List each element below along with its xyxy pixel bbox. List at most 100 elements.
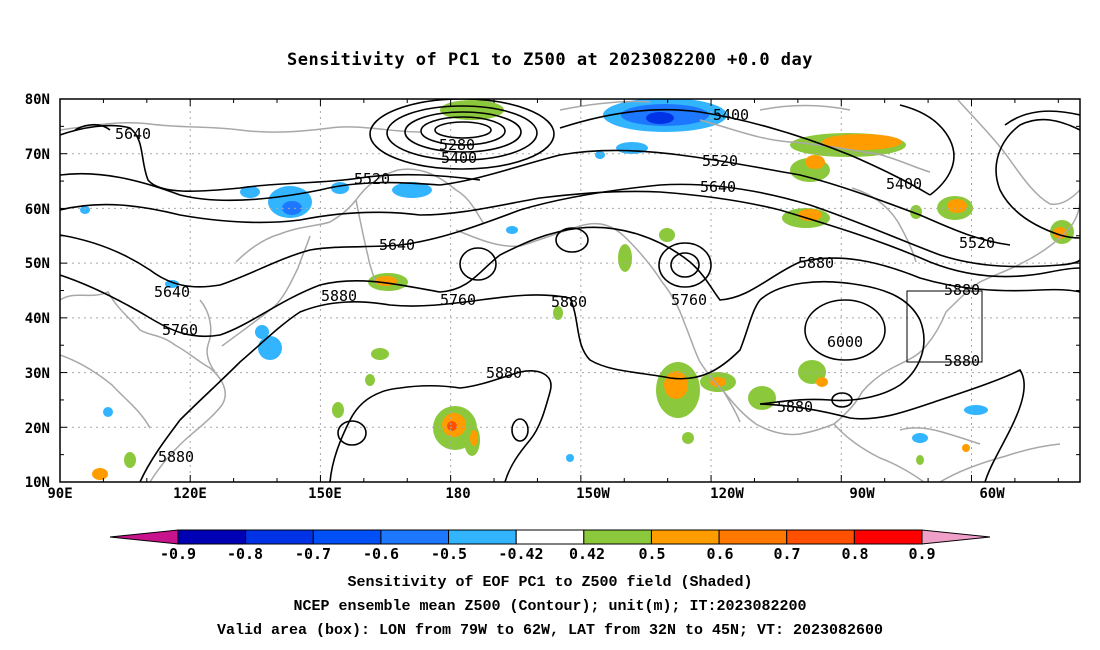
contour-line [139, 280, 925, 482]
shade-patch [447, 421, 457, 431]
coastline-north-america-east [945, 199, 1080, 313]
colorbar-swatch [786, 529, 855, 545]
shade-patch [566, 454, 574, 462]
shade-patch [470, 430, 478, 446]
colorbar-label: 0.5 [638, 545, 665, 563]
negative-sensitivity-patches [80, 99, 988, 462]
coastline-central-america [833, 423, 925, 482]
contour-label: 5520 [702, 152, 738, 170]
colorbar-swatch [245, 529, 314, 545]
colorbar-swatch [718, 529, 788, 545]
lon-tick-label: 180 [445, 486, 470, 502]
contour-label: 5760 [440, 291, 476, 309]
contour-line [459, 247, 497, 281]
colorbar-swatch [380, 529, 450, 545]
contour-line [899, 104, 955, 196]
shade-patch [664, 371, 688, 399]
figure-title: Sensitivity of PC1 to Z500 at 2023082200… [286, 50, 813, 70]
contour-line [559, 108, 931, 196]
longitude-axis: 90E 120E 150E 180 150W 120W 90W 60W [47, 486, 1005, 502]
contour-line [404, 111, 522, 153]
colorbar-label: 0.9 [908, 545, 935, 563]
contour-line [995, 118, 1080, 239]
shade-patch [165, 280, 179, 288]
contour-line [434, 121, 492, 139]
shade-patch [255, 325, 269, 339]
shade-patch [682, 432, 694, 444]
contour-line [420, 116, 506, 146]
contour-label: 5880 [158, 448, 194, 466]
contour-label: 5280 [439, 136, 475, 154]
shade-patch [506, 226, 518, 234]
valid-area-box [906, 290, 983, 363]
contour-line [511, 418, 529, 442]
colorbar-swatch [515, 529, 585, 545]
contour-line [74, 123, 111, 131]
shade-patch [124, 452, 136, 468]
colorbar-segments [109, 529, 991, 545]
shade-patch [962, 444, 970, 452]
shade-patch [392, 182, 432, 198]
contour-label: 5400 [441, 149, 477, 167]
coastline-south-america [939, 443, 1061, 482]
lat-tick-label: 20N [25, 421, 50, 437]
shade-patch [748, 386, 776, 410]
shade-patch [440, 100, 504, 120]
colorbar-label: 0.6 [706, 545, 733, 563]
coastline-sakhalin-okhotsk [235, 168, 485, 263]
contour-label: 5880 [944, 281, 980, 299]
coastline-greenland [957, 99, 1080, 206]
coastline-baja-california [723, 391, 741, 423]
contour-label: 5640 [379, 236, 415, 254]
lat-tick-label: 10N [25, 475, 50, 491]
shade-patch [710, 377, 726, 387]
shade-patch [912, 433, 928, 443]
colorbar-high-extension [921, 529, 991, 545]
shade-patch [103, 407, 113, 417]
colorbar-label: -0.7 [295, 545, 331, 563]
colorbar-swatch [650, 529, 720, 545]
caption-line-3: Valid area (box): LON from 79W to 62W, L… [216, 622, 884, 639]
shade-patch [816, 377, 828, 387]
shade-patch [240, 186, 260, 198]
shade-patch [805, 155, 825, 169]
contour-label: 5640 [115, 125, 151, 143]
contour-line [759, 368, 1025, 482]
colorbar-swatch [312, 529, 382, 545]
colorbar-label: 0.42 [569, 545, 605, 563]
shade-patch [916, 455, 924, 465]
contour-label: 5400 [713, 106, 749, 124]
lon-tick-label: 120W [710, 486, 744, 502]
z500-contours [60, 99, 1080, 482]
contour-label: 5880 [486, 364, 522, 382]
positive-sensitivity-patches [92, 100, 1074, 480]
lon-tick-label: 90W [849, 486, 875, 502]
contour-label: 5760 [671, 291, 707, 309]
contour-labels: 5640 5280 5400 5400 5520 5520 5640 5400 … [115, 106, 995, 466]
contour-line [670, 252, 700, 278]
shade-patch [947, 199, 967, 213]
contour-line [329, 370, 552, 482]
contour-line [658, 242, 712, 288]
contour-label: 5760 [162, 321, 198, 339]
coastline-caribbean [899, 427, 981, 445]
contour-label: 5400 [886, 175, 922, 193]
colorbar-swatch [177, 529, 247, 545]
colorbar-low-extension [109, 529, 179, 545]
coastline-hudson-bay [851, 187, 917, 263]
contour-line [369, 99, 555, 170]
contour-label: 5880 [777, 398, 813, 416]
contour-line [555, 227, 589, 253]
contour-label: 5880 [321, 287, 357, 305]
colorbar-label: 0.8 [841, 545, 868, 563]
contour-line [60, 226, 1080, 338]
colorbar-label: -0.5 [431, 545, 467, 563]
axis-tick-marks [59, 98, 1080, 483]
contour-line [1004, 110, 1080, 126]
shade-patch [646, 112, 674, 124]
shade-patch [659, 228, 675, 242]
contour-line [60, 190, 1080, 278]
contour-label: 5640 [154, 283, 190, 301]
contour-label: 5880 [798, 254, 834, 272]
contour-label: 5880 [551, 293, 587, 311]
